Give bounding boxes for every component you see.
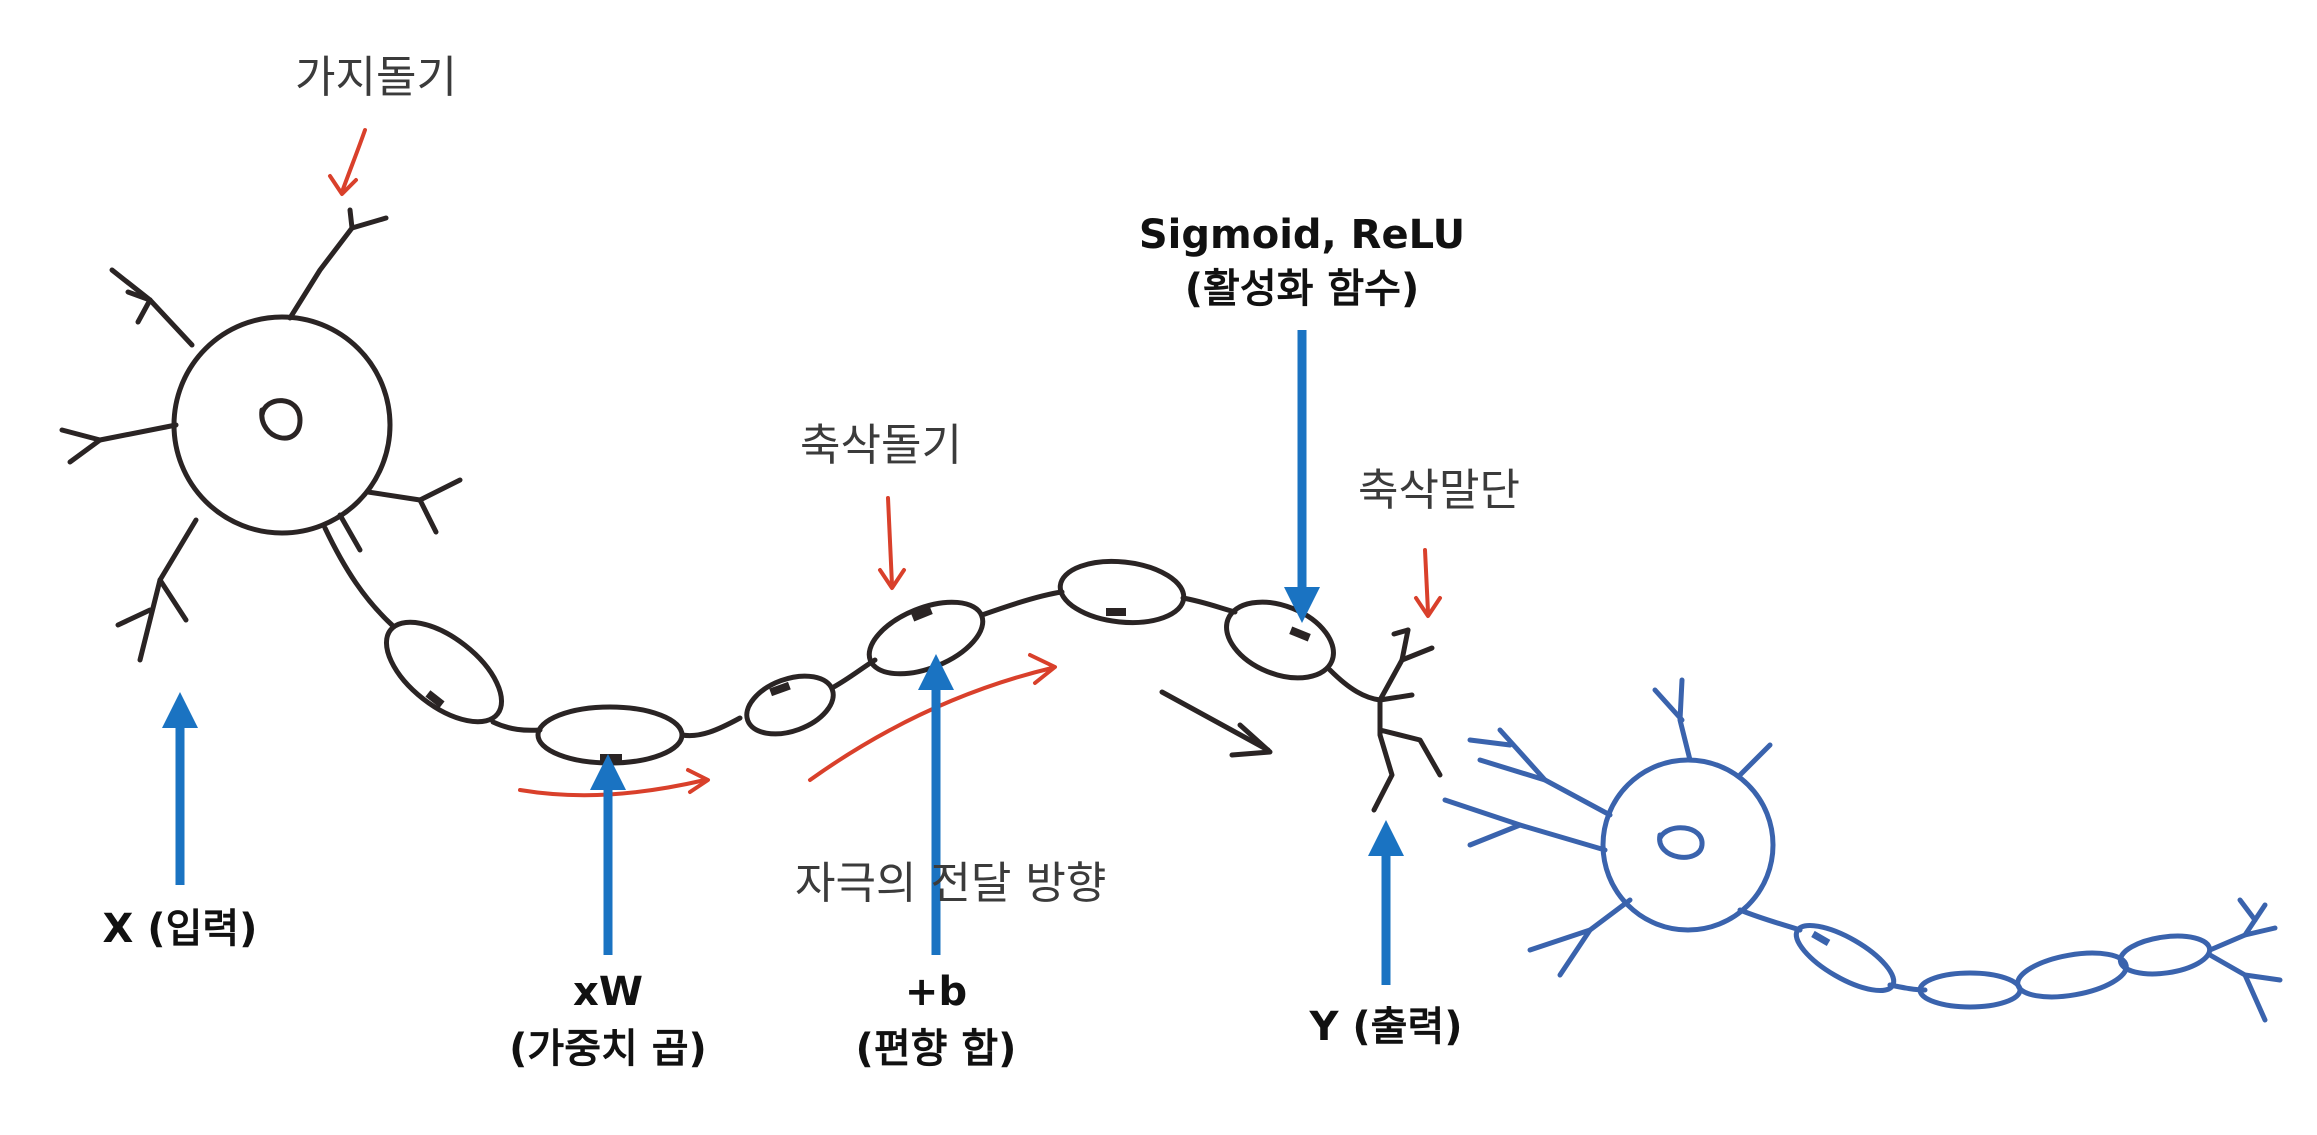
bias-annotation-line1: +b	[905, 969, 967, 1015]
activation-annotation-line1: Sigmoid, ReLU	[1139, 212, 1465, 258]
second-neuron	[1442, 677, 2283, 1023]
activation-annotation-line2: (활성화 함수)	[1185, 266, 1420, 312]
dendrites	[1442, 677, 1773, 978]
axon-terminal-pointer	[1423, 548, 1430, 614]
axon	[322, 525, 1383, 766]
output-annotation: Y (출력)	[1308, 1004, 1462, 1050]
signal-direction-label: 자극의 전달 방향	[795, 858, 1106, 909]
dendrite-pointer	[340, 128, 367, 194]
myelin-sheath	[744, 673, 836, 737]
black-direction-arrow	[1159, 689, 1273, 758]
first-neuron	[59, 207, 1443, 813]
myelin-sheath	[383, 619, 505, 725]
weight-annotation-line2: (가중치 곱)	[509, 1026, 707, 1072]
weight-annotation-line1: xW	[573, 969, 643, 1015]
myelin-sheath	[866, 599, 986, 677]
myelin-sheath	[1224, 599, 1336, 681]
axon-terminal-label: 축삭말단	[1358, 465, 1520, 516]
axon-terminal-branches	[1371, 627, 1443, 813]
dendrites	[59, 207, 463, 663]
input-annotation: X (입력)	[103, 906, 258, 952]
nucleus	[259, 398, 303, 441]
annotation-arrows	[162, 330, 1404, 985]
myelin-sheath	[1057, 558, 1187, 626]
axon-hillock-label: 축삭돌기	[800, 420, 962, 471]
axon-hillock-pointer	[886, 496, 894, 587]
bias-annotation-line2: (편향 합)	[856, 1026, 1017, 1072]
axon	[1737, 897, 2283, 1023]
cell-body	[1600, 757, 1776, 933]
dendrite-label: 가지돌기	[295, 52, 457, 103]
cell-body	[171, 314, 393, 536]
red-hand-arrows	[328, 128, 1442, 798]
signal-arrow	[808, 666, 1054, 782]
nucleus	[1657, 825, 1705, 860]
